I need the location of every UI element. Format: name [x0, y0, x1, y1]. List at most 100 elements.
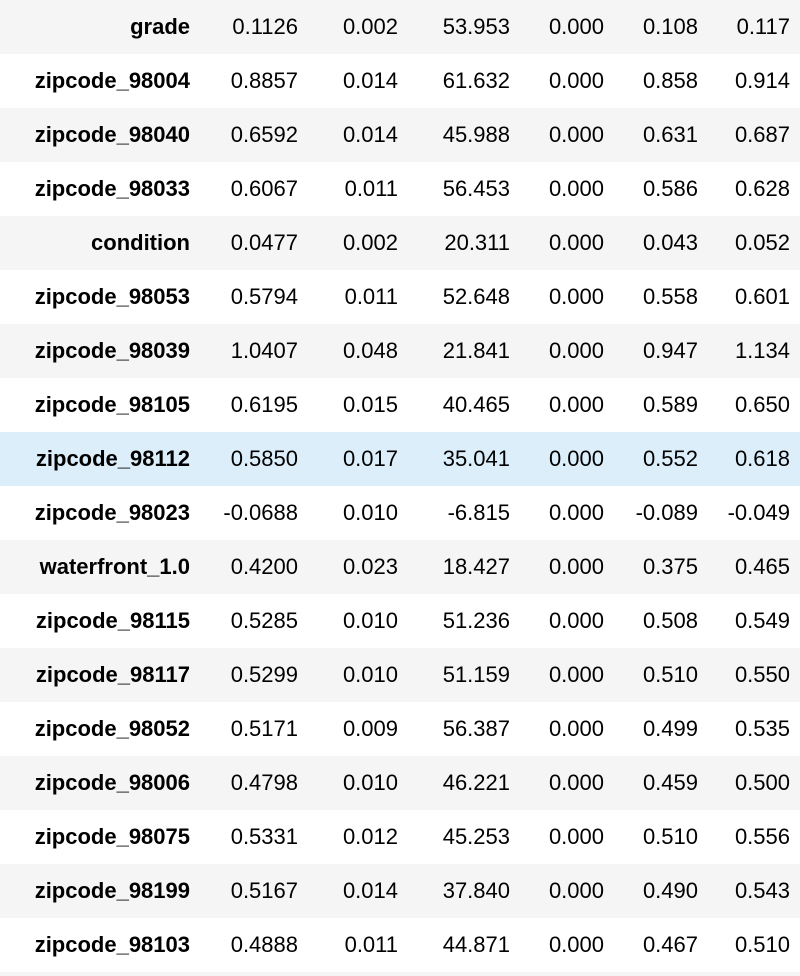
table-row[interactable]: zipcode_98053 0.5794 0.011 52.648 0.000 0.558… — [0, 270, 800, 324]
z-cell: 18.427 — [442, 554, 510, 579]
p-value-cell: 0.000 — [548, 824, 604, 849]
ci-low-cell: 0.459 — [642, 770, 698, 795]
z-cell: 44.871 — [442, 932, 510, 957]
coef-cell: 0.6067 — [230, 176, 298, 201]
std-err-cell: 0.010 — [342, 770, 398, 795]
row-label: zipcode_98006 — [34, 770, 190, 795]
row-label: waterfront_1.0 — [39, 554, 190, 579]
z-cell: 52.648 — [442, 284, 510, 309]
table-row[interactable]: zipcode_98112 0.5850 0.017 35.041 0.000 0.552… — [0, 432, 800, 486]
ci-low-cell: 0.631 — [642, 122, 698, 147]
ci-low-cell: 0.510 — [642, 662, 698, 687]
ci-high-cell: 0.535 — [734, 716, 790, 741]
ci-high-cell: 0.500 — [734, 770, 790, 795]
std-err-cell: 0.017 — [342, 446, 398, 471]
coef-cell: 0.1126 — [232, 14, 298, 39]
ci-high-cell: 0.556 — [734, 824, 790, 849]
coef-cell: 0.5331 — [230, 824, 298, 849]
ci-high-cell: -0.049 — [727, 500, 790, 525]
ci-high-cell: 0.687 — [734, 122, 790, 147]
table-bottom-edge — [0, 972, 800, 976]
table-row[interactable]: waterfront_1.0 0.4200 0.023 18.427 0.000 0.37… — [0, 540, 800, 594]
ci-low-cell: 0.499 — [642, 716, 698, 741]
std-err-cell: 0.014 — [342, 122, 398, 147]
table-row[interactable]: zipcode_98103 0.4888 0.011 44.871 0.000 0.467… — [0, 918, 800, 972]
z-cell: 37.840 — [442, 878, 510, 903]
table-row[interactable]: zipcode_98117 0.5299 0.010 51.159 0.000 0.510… — [0, 648, 800, 702]
ci-low-cell: 0.508 — [642, 608, 698, 633]
table-row[interactable]: zipcode_98052 0.5171 0.009 56.387 0.000 0.499… — [0, 702, 800, 756]
z-cell: 40.465 — [442, 392, 510, 417]
row-label: zipcode_98103 — [34, 932, 190, 957]
row-label: zipcode_98004 — [34, 68, 190, 93]
table-row[interactable]: zipcode_98006 0.4798 0.010 46.221 0.000 0.459… — [0, 756, 800, 810]
coef-cell: -0.0688 — [223, 500, 298, 525]
p-value-cell: 0.000 — [548, 68, 604, 93]
coef-cell: 0.5167 — [230, 878, 298, 903]
ci-low-cell: 0.375 — [642, 554, 698, 579]
row-label: zipcode_98033 — [34, 176, 190, 201]
std-err-cell: 0.012 — [342, 824, 398, 849]
ci-high-cell: 0.550 — [734, 662, 790, 687]
table-row[interactable]: grade 0.1126 0.002 53.953 0.000 0.108 0.117 — [0, 0, 800, 54]
table-row[interactable]: zipcode_98023 -0.0688 0.010 -6.815 0.000 -0.0… — [0, 486, 800, 540]
std-err-cell: 0.010 — [342, 662, 398, 687]
ci-high-cell: 0.914 — [734, 68, 790, 93]
ci-high-cell: 0.628 — [734, 176, 790, 201]
std-err-cell: 0.014 — [342, 878, 398, 903]
coef-cell: 1.0407 — [230, 338, 298, 363]
table-row[interactable]: zipcode_98033 0.6067 0.011 56.453 0.000 0.586… — [0, 162, 800, 216]
p-value-cell: 0.000 — [548, 446, 604, 471]
std-err-cell: 0.009 — [342, 716, 398, 741]
ci-high-cell: 0.052 — [734, 230, 790, 255]
ci-high-cell: 0.117 — [736, 14, 790, 39]
p-value-cell: 0.000 — [548, 770, 604, 795]
ci-high-cell: 0.618 — [734, 446, 790, 471]
ci-low-cell: 0.467 — [642, 932, 698, 957]
table-row[interactable]: zipcode_98105 0.6195 0.015 40.465 0.000 0.589… — [0, 378, 800, 432]
p-value-cell: 0.000 — [548, 230, 604, 255]
ci-low-cell: -0.089 — [635, 500, 698, 525]
table-row[interactable]: zipcode_98040 0.6592 0.014 45.988 0.000 0.631… — [0, 108, 800, 162]
p-value-cell: 0.000 — [548, 716, 604, 741]
row-label: zipcode_98199 — [34, 878, 190, 903]
ci-low-cell: 0.043 — [642, 230, 698, 255]
row-label: zipcode_98023 — [34, 500, 190, 525]
row-label: zipcode_98052 — [34, 716, 190, 741]
p-value-cell: 0.000 — [548, 554, 604, 579]
p-value-cell: 0.000 — [548, 14, 604, 39]
ci-high-cell: 0.549 — [734, 608, 790, 633]
table-row[interactable]: zipcode_98115 0.5285 0.010 51.236 0.000 0.508… — [0, 594, 800, 648]
row-label: grade — [130, 14, 190, 39]
std-err-cell: 0.011 — [344, 284, 398, 309]
ci-high-cell: 0.601 — [734, 284, 790, 309]
ci-low-cell: 0.490 — [642, 878, 698, 903]
std-err-cell: 0.002 — [342, 230, 398, 255]
z-cell: 56.453 — [442, 176, 510, 201]
p-value-cell: 0.000 — [548, 392, 604, 417]
coef-cell: 0.5850 — [230, 446, 298, 471]
table-row[interactable]: zipcode_98004 0.8857 0.014 61.632 0.000 0.858… — [0, 54, 800, 108]
table-row[interactable]: zipcode_98075 0.5331 0.012 45.253 0.000 0.510… — [0, 810, 800, 864]
z-cell: 61.632 — [442, 68, 510, 93]
table-row[interactable]: zipcode_98039 1.0407 0.048 21.841 0.000 0.947… — [0, 324, 800, 378]
ci-low-cell: 0.589 — [642, 392, 698, 417]
coef-cell: 0.4798 — [230, 770, 298, 795]
ci-high-cell: 0.650 — [734, 392, 790, 417]
ci-low-cell: 0.947 — [642, 338, 698, 363]
std-err-cell: 0.002 — [342, 14, 398, 39]
p-value-cell: 0.000 — [548, 284, 604, 309]
z-cell: 45.988 — [442, 122, 510, 147]
coef-cell: 0.0477 — [230, 230, 298, 255]
table-row[interactable]: condition 0.0477 0.002 20.311 0.000 0.043 0.05… — [0, 216, 800, 270]
coef-cell: 0.6195 — [230, 392, 298, 417]
table-row[interactable]: zipcode_98199 0.5167 0.014 37.840 0.000 0.490… — [0, 864, 800, 918]
ci-high-cell: 0.543 — [734, 878, 790, 903]
z-cell: 21.841 — [442, 338, 510, 363]
z-cell: -6.815 — [447, 500, 510, 525]
p-value-cell: 0.000 — [548, 932, 604, 957]
ci-low-cell: 0.108 — [642, 14, 698, 39]
p-value-cell: 0.000 — [548, 878, 604, 903]
